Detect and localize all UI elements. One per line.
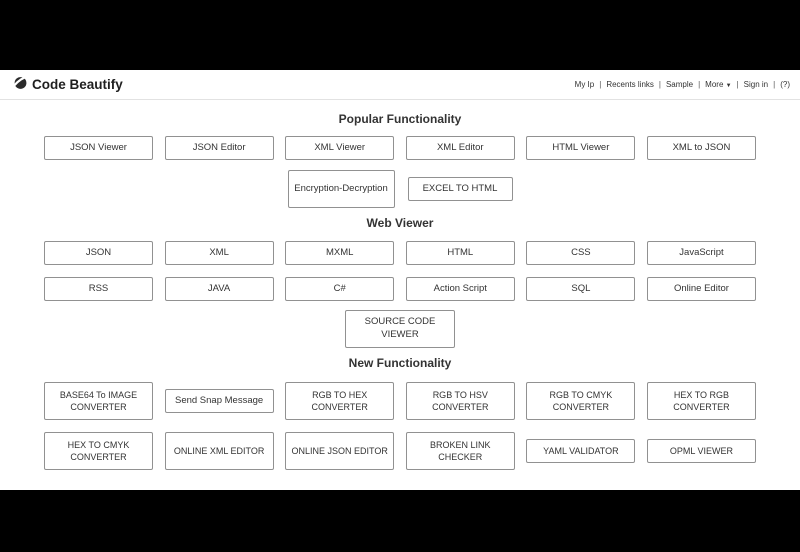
btn-sql[interactable]: SQL (526, 277, 636, 301)
btn-rss[interactable]: RSS (44, 277, 153, 301)
nav-separator: | (773, 80, 776, 89)
letterbox-bottom (0, 490, 800, 552)
btn-online-xml-editor[interactable]: ONLINE XML EDITOR (164, 432, 274, 470)
btn-rgb-to-hex-converter[interactable]: RGB TO HEX CONVERTER (285, 382, 395, 420)
popular-row-1: JSON Viewer JSON Editor XML Viewer XML E… (44, 136, 756, 160)
btn-hex-to-cmyk-converter[interactable]: HEX TO CMYK CONVERTER (44, 432, 153, 470)
brand-home-link[interactable]: Code Beautify (13, 74, 123, 95)
nav-separator: | (599, 80, 602, 89)
btn-mxml[interactable]: MXML (285, 241, 395, 265)
main-content: Popular Functionality JSON Viewer JSON E… (0, 111, 800, 470)
header: Code Beautify My Ip | Recents links | Sa… (0, 70, 800, 100)
btn-online-json-editor[interactable]: ONLINE JSON EDITOR (285, 432, 395, 470)
chevron-down-icon: ▼ (725, 83, 732, 89)
section-title-popular: Popular Functionality (338, 112, 462, 126)
btn-java[interactable]: JAVA (164, 277, 274, 301)
source-code-viewer-row: SOURCE CODE VIEWER (44, 310, 756, 348)
btn-send-snap-message[interactable]: Send Snap Message (164, 389, 274, 413)
btn-csharp[interactable]: C# (285, 277, 395, 301)
btn-json[interactable]: JSON (44, 241, 153, 265)
btn-rgb-to-cmyk-converter[interactable]: RGB TO CMYK CONVERTER (526, 382, 636, 420)
letterbox-top (0, 0, 800, 70)
nav-more-dropdown[interactable]: More ▼ (705, 80, 731, 89)
web-viewer-row-1: JSON XML MXML HTML CSS JavaScript (44, 241, 756, 265)
nav-separator: | (698, 80, 701, 89)
btn-json-viewer[interactable]: JSON Viewer (44, 136, 153, 160)
btn-opml-viewer[interactable]: OPML VIEWER (646, 439, 756, 463)
btn-broken-link-checker[interactable]: BROKEN LINK CHECKER (405, 432, 515, 470)
nav-recents-links[interactable]: Recents links (606, 80, 654, 89)
brand-title: Code Beautify (32, 77, 123, 92)
btn-json-editor[interactable]: JSON Editor (164, 136, 274, 160)
btn-html-viewer[interactable]: HTML Viewer (526, 136, 636, 160)
new-functionality-row-2: HEX TO CMYK CONVERTER ONLINE XML EDITOR … (44, 432, 756, 470)
section-title-new-functionality: New Functionality (348, 356, 452, 370)
nav-more-label: More (705, 80, 724, 89)
nav-my-ip[interactable]: My Ip (574, 80, 595, 89)
code-beautify-logo-icon (13, 74, 28, 95)
btn-xml-viewer[interactable]: XML Viewer (285, 136, 395, 160)
web-viewer-row-2: RSS JAVA C# Action Script SQL Online Edi… (44, 277, 756, 301)
btn-action-script[interactable]: Action Script (405, 277, 515, 301)
nav-sample[interactable]: Sample (665, 80, 694, 89)
code-beautify-page: Code Beautify My Ip | Recents links | Sa… (0, 70, 800, 490)
nav-help[interactable]: (?) (780, 80, 790, 89)
section-title-web-viewer: Web Viewer (366, 216, 434, 230)
btn-hex-to-rgb-converter[interactable]: HEX TO RGB CONVERTER (646, 382, 756, 420)
btn-html[interactable]: HTML (405, 241, 515, 265)
btn-xml-to-json[interactable]: XML to JSON (646, 136, 756, 160)
popular-row-2: Encryption-Decryption EXCEL TO HTML (44, 170, 756, 208)
btn-base64-to-image-converter[interactable]: BASE64 To IMAGE CONVERTER (44, 382, 153, 420)
btn-xml[interactable]: XML (164, 241, 274, 265)
btn-source-code-viewer[interactable]: SOURCE CODE VIEWER (345, 310, 455, 348)
btn-javascript[interactable]: JavaScript (646, 241, 756, 265)
nav-separator: | (658, 80, 661, 89)
btn-online-editor[interactable]: Online Editor (646, 277, 756, 301)
btn-css[interactable]: CSS (526, 241, 636, 265)
nav-separator: | (736, 80, 739, 89)
btn-yaml-validator[interactable]: YAML VALIDATOR (526, 439, 636, 463)
new-functionality-row-1: BASE64 To IMAGE CONVERTER Send Snap Mess… (44, 382, 756, 420)
btn-rgb-to-hsv-converter[interactable]: RGB TO HSV CONVERTER (405, 382, 515, 420)
header-nav: My Ip | Recents links | Sample | More ▼ … (575, 80, 790, 89)
btn-encryption-decryption[interactable]: Encryption-Decryption (287, 170, 395, 208)
btn-excel-to-html[interactable]: EXCEL TO HTML (407, 177, 513, 201)
btn-xml-editor[interactable]: XML Editor (405, 136, 515, 160)
nav-sign-in[interactable]: Sign in (743, 80, 769, 89)
